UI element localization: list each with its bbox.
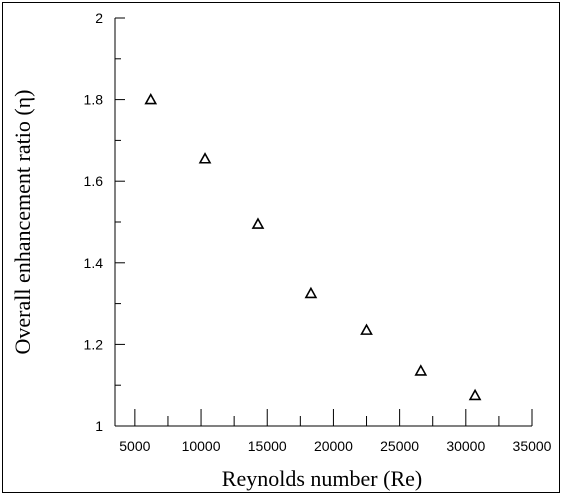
x-tick-label: 25000 bbox=[380, 438, 419, 454]
x-axis-title: Reynolds number (Re) bbox=[222, 466, 422, 491]
chart-frame bbox=[2, 2, 560, 493]
y-tick-label: 1.8 bbox=[84, 92, 104, 108]
data-points bbox=[144, 92, 482, 401]
x-tick-label: 35000 bbox=[513, 438, 552, 454]
data-point bbox=[144, 92, 158, 105]
y-tick-label: 1.6 bbox=[84, 173, 104, 189]
data-point bbox=[414, 364, 428, 376]
data-point bbox=[468, 388, 482, 401]
x-tick-label: 30000 bbox=[446, 438, 485, 454]
x-tick-label: 5000 bbox=[119, 438, 150, 454]
data-point bbox=[251, 217, 265, 229]
data-point bbox=[198, 152, 212, 164]
y-tick-label: 1.2 bbox=[84, 336, 104, 352]
y-tick-label: 2 bbox=[95, 10, 103, 26]
x-tick-label: 20000 bbox=[314, 438, 353, 454]
axes bbox=[114, 18, 532, 427]
x-tick-label: 10000 bbox=[182, 438, 221, 454]
y-tick-label: 1 bbox=[95, 418, 103, 434]
data-point bbox=[304, 286, 318, 299]
data-point bbox=[360, 323, 373, 335]
x-tick-label: 15000 bbox=[248, 438, 287, 454]
y-axis-title: Overall enhancement ratio (η) bbox=[10, 90, 35, 355]
y-tick-label: 1.4 bbox=[84, 255, 104, 271]
